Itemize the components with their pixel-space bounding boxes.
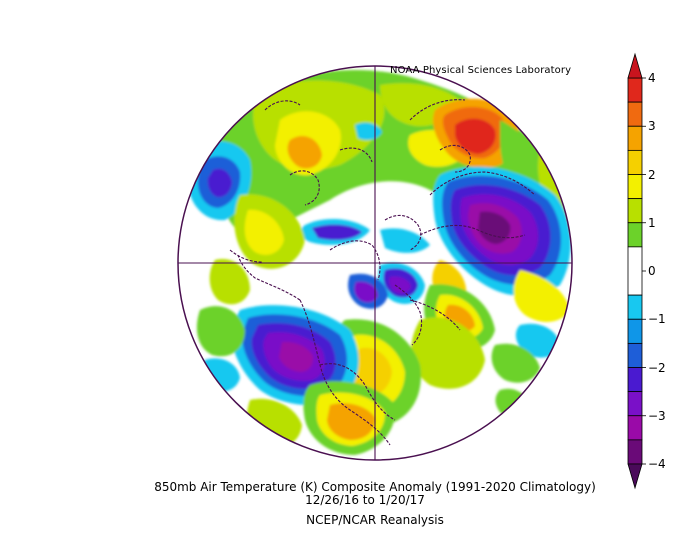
colorbar-bin: [627, 246, 643, 296]
colorbar-tick-label: −2: [648, 360, 666, 375]
colorbar-tick-label: 4: [648, 71, 656, 85]
colorbar-bin: [627, 415, 643, 441]
colorbar-tick-label: 0: [648, 264, 656, 278]
colorbar: [627, 52, 646, 490]
colorbar-tick-label: −1: [648, 312, 666, 327]
colorbar-tick-label: 1: [648, 215, 656, 230]
coastlines: [229, 99, 536, 446]
colorbar-bin: [627, 77, 643, 103]
colorbar-bin: [627, 342, 643, 368]
colorbar-bin: [627, 125, 643, 151]
colorbar-bin: [627, 318, 643, 344]
colorbar-bin: [627, 294, 643, 320]
colorbar-tick-label: 2: [648, 167, 656, 182]
caption-dates: 12/26/16 to 1/20/17: [305, 493, 425, 507]
colorbar-bin: [627, 439, 643, 465]
colorbar-tick-label: −3: [648, 408, 666, 423]
caption-source: NCEP/NCAR Reanalysis: [306, 513, 444, 527]
colorbar-bin: [627, 174, 643, 200]
colorbar-bin: [627, 198, 643, 224]
caption-title: 850mb Air Temperature (K) Composite Anom…: [154, 480, 596, 494]
credit-label: NOAA Physical Sciences Laboratory: [390, 65, 572, 76]
colorbar-bin: [627, 101, 643, 127]
colorbar-bin: [627, 391, 643, 417]
colorbar-arrow-down: [627, 463, 643, 490]
colorbar-tick-label: 3: [648, 119, 656, 134]
colorbar-bin: [627, 367, 643, 393]
colorbar-tick-label: −4: [648, 457, 666, 471]
colorbar-bin: [627, 149, 643, 175]
colorbar-bin: [627, 222, 643, 248]
graticule: [178, 66, 572, 460]
map-boundary: [177, 65, 573, 461]
colorbar-arrow-up: [627, 52, 643, 79]
